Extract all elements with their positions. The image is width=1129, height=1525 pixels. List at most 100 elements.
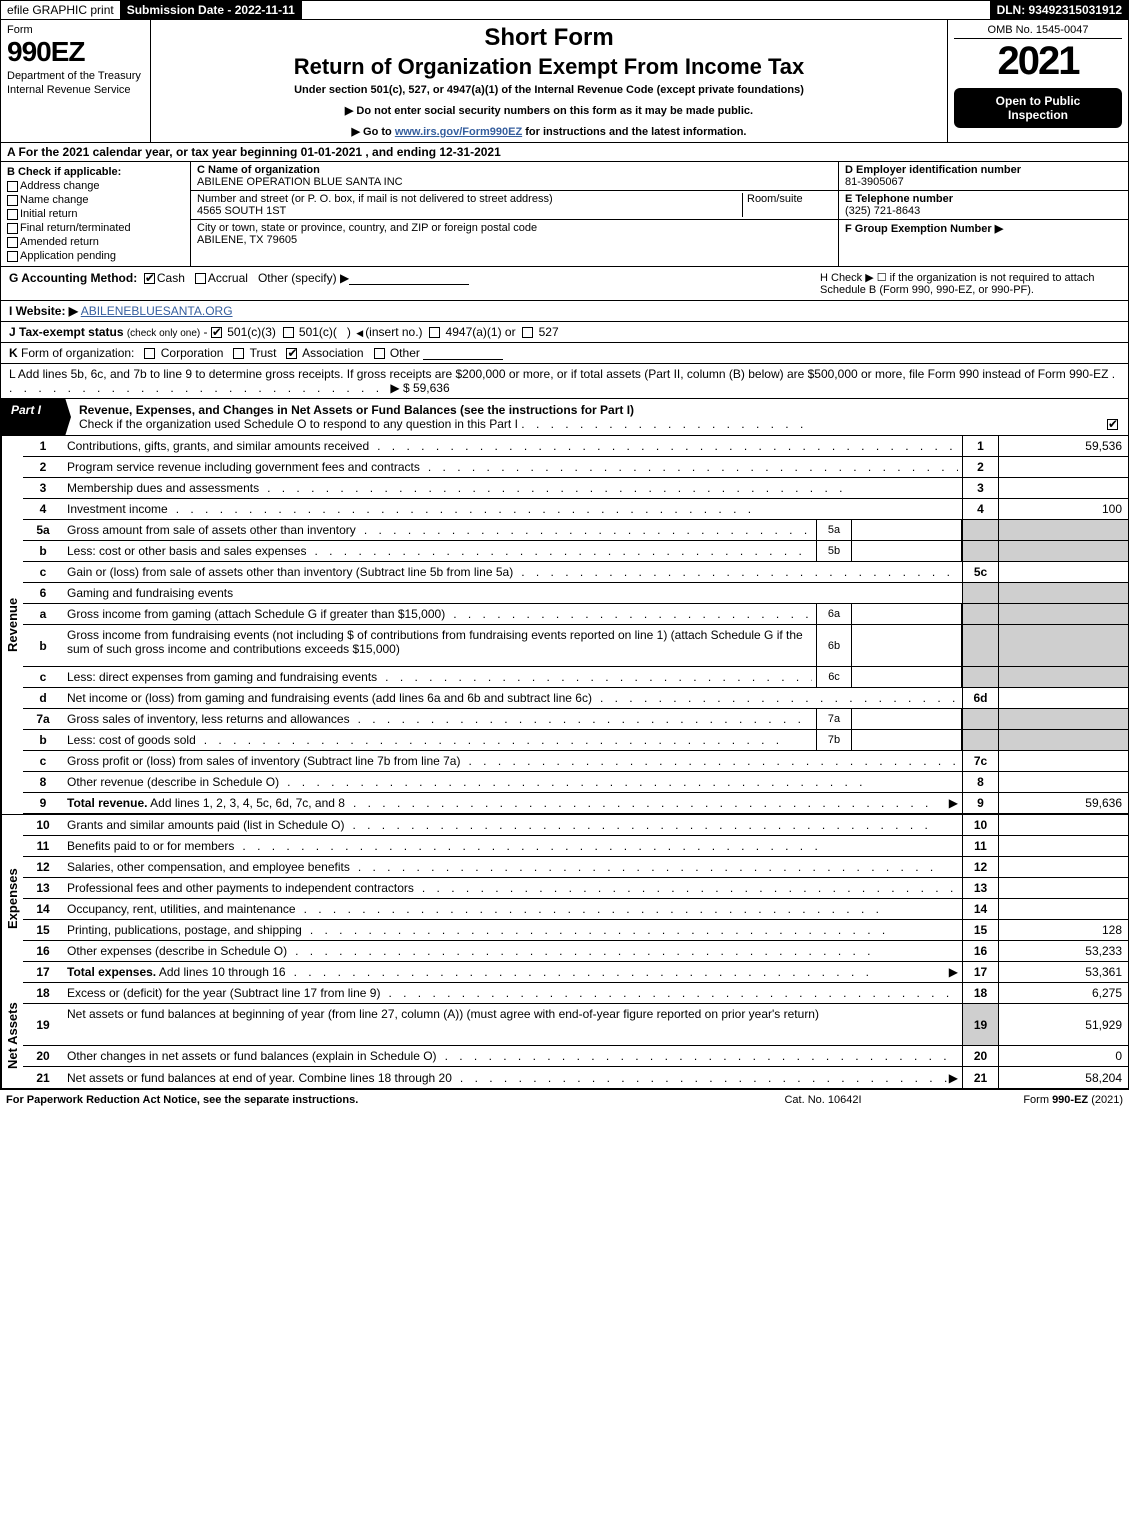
chk-4947[interactable] [429, 327, 440, 338]
top-bar: efile GRAPHIC print Submission Date - 20… [0, 0, 1129, 20]
line-desc: Investment income. . . . . . . . . . . .… [63, 499, 962, 519]
line-number: 21 [23, 1067, 63, 1088]
chk-amended-return[interactable]: Amended return [7, 236, 184, 248]
dln: DLN: 93492315031912 [991, 1, 1128, 19]
submission-date: Submission Date - 2022-11-11 [121, 1, 302, 19]
line-number: 3 [23, 478, 63, 498]
line-desc: Salaries, other compensation, and employ… [63, 857, 962, 877]
chk-final-return[interactable]: Final return/terminated [7, 222, 184, 234]
gross-receipts: ▶ $ 59,636 [390, 381, 449, 395]
chk-corp[interactable] [144, 348, 155, 359]
line-ref: 10 [962, 815, 998, 835]
line-desc: Gaming and fundraising events [63, 583, 962, 603]
line-ref: 4 [962, 499, 998, 519]
chk-501c3[interactable] [211, 327, 222, 338]
line-number: b [23, 730, 63, 750]
page-footer: For Paperwork Reduction Act Notice, see … [0, 1089, 1129, 1110]
line-ref: 15 [962, 920, 998, 940]
line-desc: Gross income from fundraising events (no… [63, 625, 816, 666]
line-ref: 21 [962, 1067, 998, 1088]
chk-cash[interactable] [144, 273, 155, 284]
line-desc: Other expenses (describe in Schedule O).… [63, 941, 962, 961]
line-desc: Less: cost of goods sold. . . . . . . . … [63, 730, 816, 750]
line-value: 58,204 [998, 1067, 1128, 1088]
form-header: Form 990EZ Department of the Treasury In… [0, 20, 1129, 143]
line-desc: Other changes in net assets or fund bala… [63, 1046, 962, 1066]
chk-501c[interactable] [283, 327, 294, 338]
chk-other-org[interactable] [374, 348, 385, 359]
line-desc: Other revenue (describe in Schedule O). … [63, 772, 962, 792]
chk-527[interactable] [522, 327, 533, 338]
chk-initial-return[interactable]: Initial return [7, 208, 184, 220]
chk-trust[interactable] [233, 348, 244, 359]
line-ref: 18 [962, 983, 998, 1003]
chk-accrual[interactable] [195, 273, 206, 284]
irs-link[interactable]: www.irs.gov/Form990EZ [395, 126, 522, 138]
line-value: 0 [998, 1046, 1128, 1066]
line-value: 53,233 [998, 941, 1128, 961]
line-value-grey [998, 709, 1128, 729]
line-value [998, 688, 1128, 708]
line-ref: 7c [962, 751, 998, 771]
line-desc: Less: direct expenses from gaming and fu… [63, 667, 816, 687]
line-number: c [23, 667, 63, 687]
line-ref: 8 [962, 772, 998, 792]
line-ref: 16 [962, 941, 998, 961]
line-desc: Less: cost or other basis and sales expe… [63, 541, 816, 561]
line-value [998, 772, 1128, 792]
line-value: 53,361 [998, 962, 1128, 982]
box-def: D Employer identification number 81-3905… [838, 162, 1128, 266]
chk-assoc[interactable] [286, 348, 297, 359]
right-col: OMB No. 1545-0047 2021 Open to Public In… [948, 20, 1128, 142]
line-number: 1 [23, 436, 63, 456]
inner-line-label: 6a [816, 604, 852, 624]
line-number: 4 [23, 499, 63, 519]
note-1: ▶ Do not enter social security numbers o… [157, 104, 941, 117]
website-link[interactable]: ABILENEBLUESANTA.ORG [81, 304, 233, 318]
inner-line-label: 7b [816, 730, 852, 750]
line-number: 16 [23, 941, 63, 961]
line-number: c [23, 751, 63, 771]
line-number: 14 [23, 899, 63, 919]
line-l: L Add lines 5b, 6c, and 7b to line 9 to … [0, 364, 1129, 399]
line-desc: Printing, publications, postage, and shi… [63, 920, 962, 940]
line-number: 6 [23, 583, 63, 603]
line-desc: Grants and similar amounts paid (list in… [63, 815, 962, 835]
line-value [998, 878, 1128, 898]
line-number: 20 [23, 1046, 63, 1066]
line-ref: 12 [962, 857, 998, 877]
line-ref-grey [962, 520, 998, 540]
box-b: B Check if applicable: Address change Na… [1, 162, 191, 266]
line-ref: 6d [962, 688, 998, 708]
chk-schedule-o[interactable] [1107, 419, 1118, 430]
line-value-grey [998, 520, 1128, 540]
line-ref: 11 [962, 836, 998, 856]
line-value-grey [998, 541, 1128, 561]
line-ref-grey [962, 730, 998, 750]
line-j: J Tax-exempt status (check only one) - 5… [0, 322, 1129, 343]
omb-no: OMB No. 1545-0047 [954, 24, 1122, 39]
line-number: 8 [23, 772, 63, 792]
chk-application-pending[interactable]: Application pending [7, 250, 184, 262]
chk-name-change[interactable]: Name change [7, 194, 184, 206]
inner-line-value [852, 730, 962, 750]
group-exemption: F Group Exemption Number ▶ [845, 223, 1003, 235]
note-2: ▶ Go to www.irs.gov/Form990EZ for instru… [157, 125, 941, 138]
part-1-header: Part I Revenue, Expenses, and Changes in… [0, 399, 1129, 436]
line-ref: 13 [962, 878, 998, 898]
form-number: 990EZ [7, 36, 144, 68]
line-ref: 17 [962, 962, 998, 982]
line-h: H Check ▶ ☐ if the organization is not r… [820, 271, 1120, 296]
chk-address-change[interactable]: Address change [7, 180, 184, 192]
line-desc: Membership dues and assessments. . . . .… [63, 478, 962, 498]
line-ref: 5c [962, 562, 998, 582]
line-ref: 20 [962, 1046, 998, 1066]
inner-line-value [852, 667, 962, 687]
line-number: 9 [23, 793, 63, 813]
line-number: 17 [23, 962, 63, 982]
line-value [998, 457, 1128, 477]
line-number: d [23, 688, 63, 708]
line-number: 11 [23, 836, 63, 856]
title-col: Short Form Return of Organization Exempt… [151, 20, 948, 142]
line-value: 51,929 [998, 1004, 1128, 1045]
